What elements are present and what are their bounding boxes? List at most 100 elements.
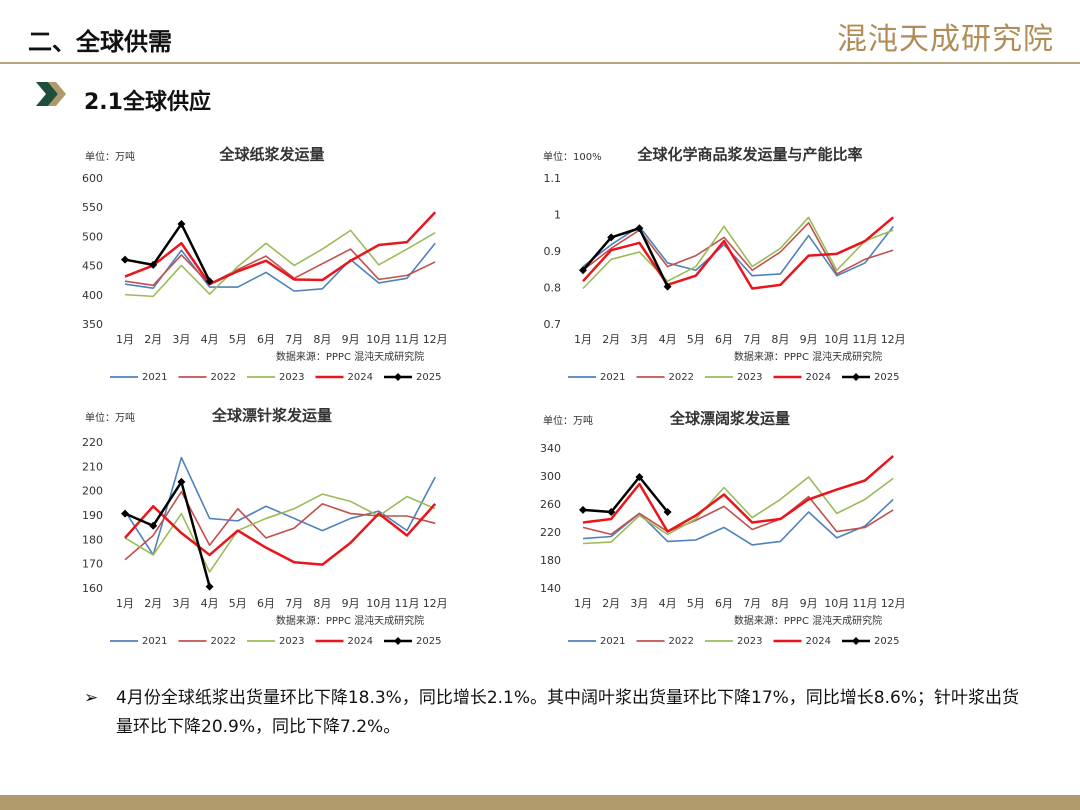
- series-line: [582, 222, 894, 275]
- marker: [579, 505, 587, 514]
- y-tick-label: 600: [82, 172, 103, 185]
- marker: [663, 282, 672, 291]
- series-line: [582, 455, 895, 533]
- marker: [121, 509, 129, 518]
- marker: [177, 477, 186, 486]
- footer-bar: [0, 795, 1080, 810]
- x-tick-label: 3月: [630, 333, 648, 346]
- x-tick-label: 9月: [800, 333, 818, 346]
- x-tick-label: 10月: [824, 597, 849, 610]
- legend-label: 2021: [600, 636, 625, 647]
- series-line: [582, 475, 669, 514]
- marker: [607, 233, 616, 242]
- legend-label: 2024: [806, 372, 831, 383]
- series-line: [582, 227, 669, 288]
- bullet-text: 4月份全球纸浆出货量环比下降18.3%，同比增长2.1%。其中阔叶浆出货量环比下…: [116, 688, 1019, 737]
- series-line: [124, 242, 436, 292]
- y-tick-label: 1.1: [544, 172, 562, 185]
- x-tick-label: 7月: [743, 597, 761, 610]
- x-tick-label: 7月: [743, 333, 761, 346]
- x-tick-label: 12月: [881, 333, 906, 346]
- legend-label: 2025: [874, 372, 899, 383]
- source: 数据来源：PPPC 混沌天成研究院: [276, 614, 424, 627]
- logo: 混沌天成研究院: [837, 22, 1054, 57]
- bullet: ➢ 4月份全球纸浆出货量环比下降18.3%，同比增长2.1%。其中阔叶浆出货量环比…: [84, 684, 1028, 742]
- y-tick-label: 0.9: [544, 245, 562, 258]
- legend-label: 2023: [737, 636, 762, 647]
- x-tick-label: 11月: [395, 597, 420, 610]
- y-tick-label: 220: [540, 526, 561, 539]
- legend-label: 2024: [348, 372, 373, 383]
- y-tick-label: 350: [82, 318, 103, 331]
- legend-label: 2023: [737, 372, 762, 383]
- unit-label: 单位：万吨: [85, 411, 135, 424]
- x-tick-label: 11月: [395, 333, 420, 346]
- series-line: [582, 495, 894, 536]
- x-tick-label: 7月: [285, 597, 303, 610]
- legend-label: 2022: [211, 636, 236, 647]
- x-tick-label: 12月: [423, 333, 448, 346]
- x-tick-label: 2月: [602, 333, 620, 346]
- x-tick-label: 10月: [824, 333, 849, 346]
- y-tick-label: 180: [82, 533, 103, 546]
- x-tick-label: 9月: [342, 597, 360, 610]
- legend-label: 2021: [142, 372, 167, 383]
- source: 数据来源：PPPC 混沌天成研究院: [734, 614, 882, 627]
- marker: [177, 219, 186, 228]
- x-tick-label: 3月: [630, 597, 648, 610]
- y-tick-label: 0.8: [544, 282, 562, 295]
- legend-label: 2024: [348, 636, 373, 647]
- section-title: 2.1全球供应: [84, 90, 211, 115]
- x-tick-label: 10月: [366, 597, 391, 610]
- legend-label: 2025: [416, 372, 441, 383]
- legend-label: 2023: [279, 636, 304, 647]
- legend-marker: [852, 637, 860, 645]
- y-tick-label: 260: [540, 498, 561, 511]
- x-tick-label: 8月: [771, 597, 789, 610]
- x-tick-label: 5月: [687, 597, 705, 610]
- legend-label: 2022: [669, 636, 694, 647]
- x-tick-label: 8月: [313, 333, 331, 346]
- header-title: 二、全球供需: [28, 28, 172, 56]
- series-line: [124, 229, 436, 298]
- header-rule: [0, 62, 1080, 64]
- x-tick-label: 4月: [659, 597, 677, 610]
- series-line: [582, 498, 894, 546]
- source: 数据来源：PPPC 混沌天成研究院: [734, 350, 882, 363]
- x-tick-label: 9月: [342, 333, 360, 346]
- legend-label: 2025: [874, 636, 899, 647]
- series-line: [124, 490, 436, 561]
- x-tick-label: 5月: [229, 597, 247, 610]
- x-tick-label: 2月: [602, 597, 620, 610]
- legend-label: 2022: [669, 372, 694, 383]
- marker: [663, 508, 672, 516]
- series-line: [582, 216, 895, 290]
- series-line: [124, 248, 436, 287]
- section-icon: [36, 82, 66, 106]
- legend-marker: [394, 373, 402, 381]
- chart-title: 全球漂阔浆发运量: [669, 410, 790, 428]
- x-tick-label: 1月: [116, 333, 134, 346]
- marker: [635, 224, 644, 233]
- series-line: [582, 476, 894, 545]
- x-tick-label: 1月: [116, 597, 134, 610]
- y-tick-label: 550: [82, 201, 103, 214]
- legend-label: 2022: [211, 372, 236, 383]
- x-tick-label: 12月: [881, 597, 906, 610]
- x-tick-label: 4月: [201, 597, 219, 610]
- unit-label: 单位：万吨: [543, 414, 593, 427]
- x-tick-label: 4月: [201, 333, 219, 346]
- x-tick-label: 3月: [172, 333, 190, 346]
- y-tick-label: 340: [540, 442, 561, 455]
- chart-title: 全球纸浆发运量: [218, 146, 324, 164]
- x-tick-label: 6月: [257, 333, 275, 346]
- x-tick-label: 4月: [659, 333, 677, 346]
- y-tick-label: 170: [82, 558, 103, 571]
- x-tick-label: 6月: [257, 597, 275, 610]
- x-tick-label: 11月: [853, 333, 878, 346]
- x-tick-label: 8月: [313, 597, 331, 610]
- marker: [205, 277, 214, 286]
- series-line: [124, 480, 211, 587]
